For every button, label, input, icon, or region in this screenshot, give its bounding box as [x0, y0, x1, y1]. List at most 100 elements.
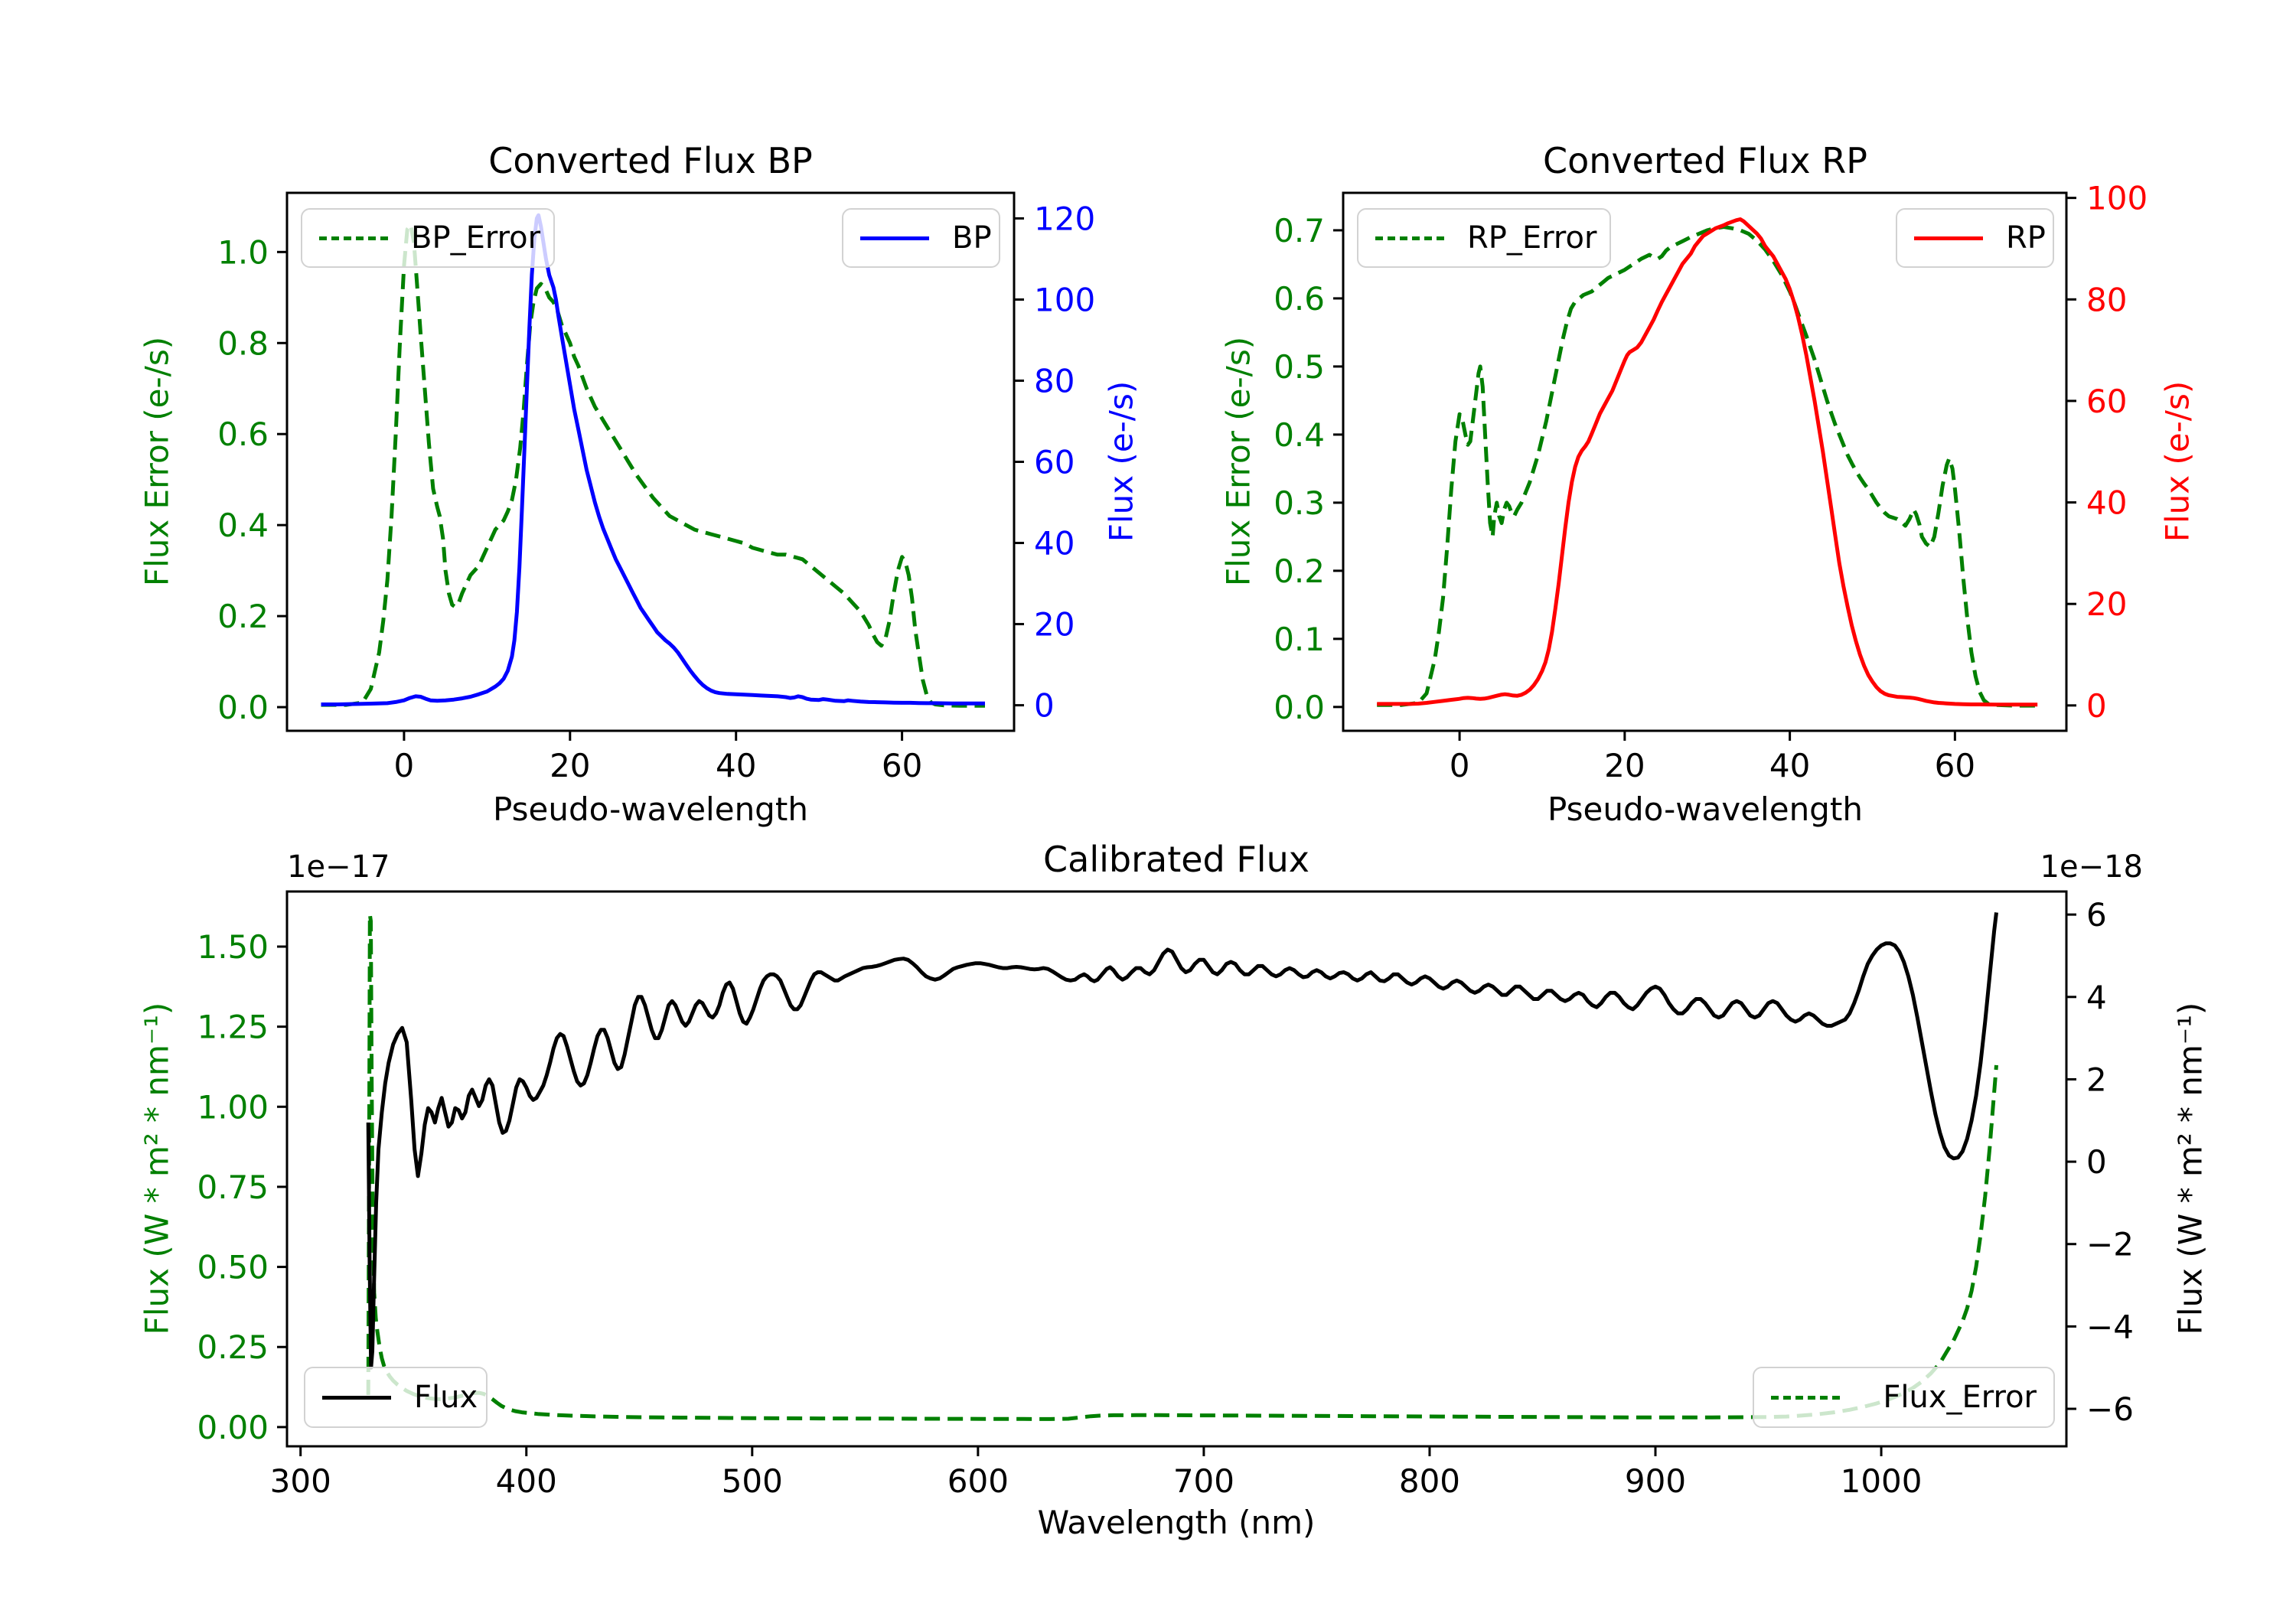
y-tick-label-left: 0.00 — [197, 1409, 269, 1446]
y-tick-label-right: 20 — [1034, 606, 1075, 644]
legend-bp-error: BP_Error — [301, 208, 555, 268]
xlabel-bp-pseudo-wavelength: Pseudo-wavelength — [493, 790, 808, 828]
y-tick-label-right: 60 — [2086, 383, 2127, 420]
bp-error-legend-line — [319, 236, 388, 240]
ylabel-bp-flux: Flux (e-/s) — [1102, 380, 1140, 543]
y-tick-label-right: 40 — [2086, 484, 2127, 522]
legend-rp: RP — [1896, 208, 2054, 268]
plot-area-bp: 0 20 40 60 0.0 0.2 0.4 0.6 0.8 1.0 0 20 40 60 80 100 120 — [217, 191, 1095, 784]
rp-legend-label: RP — [2006, 220, 2046, 256]
x-tick-label: 60 — [1935, 747, 1975, 784]
y-tick-label-left: 0.6 — [1274, 280, 1325, 318]
y-tick-label-left: 0.4 — [217, 507, 269, 544]
y-tick-label-right: 0 — [2086, 1143, 2107, 1181]
y-tick-label-right: 0 — [1034, 687, 1055, 725]
bp-error-line — [321, 223, 985, 708]
y-tick-label-right: −2 — [2086, 1226, 2134, 1263]
rp-error-legend-line — [1375, 236, 1444, 240]
series-group — [366, 912, 1998, 1421]
y-tick-label-right: −4 — [2086, 1308, 2134, 1345]
title-calibrated-flux: Calibrated Flux — [1043, 839, 1309, 880]
y-tick-label-left: 0.2 — [217, 598, 269, 635]
x-tick-label: 700 — [1173, 1462, 1234, 1500]
y-tick-label-right: 20 — [2086, 585, 2127, 623]
x-tick-label: 1000 — [1841, 1462, 1923, 1500]
y-tick-label-left: 0.25 — [197, 1328, 269, 1366]
x-tick-label: 600 — [947, 1462, 1009, 1500]
series-group — [1377, 217, 2038, 708]
rp-line — [1377, 217, 2038, 707]
ylabel-cal-flux-right: Flux (W * m² * nm⁻¹) — [2171, 1002, 2210, 1335]
y-tick-label-left: 0.7 — [1274, 212, 1325, 249]
y-tick-label-right: 40 — [1034, 525, 1075, 562]
left-axis-offset-1e-17: 1e−17 — [287, 849, 390, 885]
y-tick-label-left: 0.2 — [1274, 553, 1325, 590]
flux-error-legend-label: Flux_Error — [1883, 1380, 2037, 1415]
y-tick-label-left: 0.75 — [197, 1169, 269, 1206]
flux-line — [366, 912, 1998, 1370]
y-tick-label-left: 0.50 — [197, 1249, 269, 1286]
y-tick-label-right: 2 — [2086, 1061, 2107, 1098]
y-tick-label-right: 6 — [2086, 896, 2107, 934]
x-tick-label: 0 — [1450, 747, 1470, 784]
plot-area-rp: 0 20 40 60 0.0 0.1 0.2 0.3 0.4 0.5 0.6 0.7 0 20 40 60 80… — [1274, 180, 2148, 784]
bp-error-legend-label: BP_Error — [411, 220, 541, 256]
y-tick-label-left: 0.3 — [1274, 484, 1325, 522]
y-tick-label-left: 1.50 — [197, 928, 269, 966]
ylabel-cal-flux-left: Flux (W * m² * nm⁻¹) — [138, 1002, 176, 1335]
bp-legend-label: BP — [952, 220, 992, 256]
ylabel-rp-flux: Flux (e-/s) — [2158, 380, 2197, 543]
rp-error-line — [1377, 225, 2038, 708]
right-axis-offset-1e-18: 1e−18 — [2040, 849, 2143, 885]
y-tick-label-left: 0.4 — [1274, 416, 1325, 454]
bp-line — [321, 213, 985, 706]
y-tick-label-left: 0.8 — [217, 324, 269, 362]
series-group — [321, 213, 985, 708]
rp-legend-line — [1914, 236, 1983, 240]
y-tick-label-right: −6 — [2086, 1390, 2134, 1428]
y-tick-label-left: 1.0 — [217, 233, 269, 271]
ylabel-rp-flux-error: Flux Error (e-/s) — [1219, 336, 1257, 587]
title-converted-flux-rp: Converted Flux RP — [1543, 140, 1867, 181]
y-tick-label-right: 0 — [2086, 687, 2107, 725]
x-tick-label: 300 — [270, 1462, 331, 1500]
x-tick-label: 0 — [394, 747, 415, 784]
x-tick-label: 800 — [1399, 1462, 1460, 1500]
legend-rp-error: RP_Error — [1357, 208, 1611, 268]
xlabel-rp-pseudo-wavelength: Pseudo-wavelength — [1548, 790, 1863, 828]
y-tick-label-left: 1.00 — [197, 1088, 269, 1126]
flux-legend-label: Flux — [414, 1380, 478, 1415]
y-tick-label-left: 0.0 — [1274, 689, 1325, 726]
x-tick-label: 40 — [716, 747, 756, 784]
x-tick-label: 40 — [1769, 747, 1810, 784]
y-tick-label-left: 0.0 — [217, 689, 269, 726]
x-tick-label: 400 — [496, 1462, 557, 1500]
bp-legend-line — [860, 236, 929, 240]
axes-spines — [1342, 191, 2068, 732]
y-tick-label-right: 80 — [1034, 362, 1075, 399]
axes-spines — [285, 890, 2068, 1448]
x-tick-label: 20 — [1604, 747, 1645, 784]
flux-legend-line — [322, 1395, 391, 1400]
legend-flux: Flux — [304, 1367, 488, 1428]
legend-bp: BP — [842, 208, 1000, 268]
rp-error-legend-label: RP_Error — [1467, 220, 1597, 256]
plot-area-calibrated: 300 400 500 600 700 800 900 1000 0.00 0.25 0.50 0.7… — [197, 890, 2134, 1500]
x-tick-label: 60 — [882, 747, 922, 784]
x-tick-label: 900 — [1625, 1462, 1686, 1500]
y-tick-label-right: 4 — [2086, 979, 2107, 1016]
xlabel-cal-wavelength: Wavelength (nm) — [1037, 1504, 1316, 1541]
y-tick-label-left: 1.25 — [197, 1009, 269, 1046]
ylabel-bp-flux-error: Flux Error (e-/s) — [138, 336, 176, 587]
x-tick-label: 500 — [722, 1462, 783, 1500]
flux-error-line — [366, 912, 1998, 1421]
y-tick-label-right: 100 — [2086, 180, 2148, 217]
legend-flux-error: Flux_Error — [1753, 1367, 2055, 1428]
y-tick-label-right: 100 — [1034, 281, 1095, 318]
y-tick-label-left: 0.5 — [1274, 348, 1325, 386]
y-tick-label-right: 60 — [1034, 444, 1075, 481]
y-tick-label-right: 80 — [2086, 281, 2127, 318]
y-tick-label-right: 120 — [1034, 200, 1095, 237]
title-converted-flux-bp: Converted Flux BP — [488, 140, 813, 181]
